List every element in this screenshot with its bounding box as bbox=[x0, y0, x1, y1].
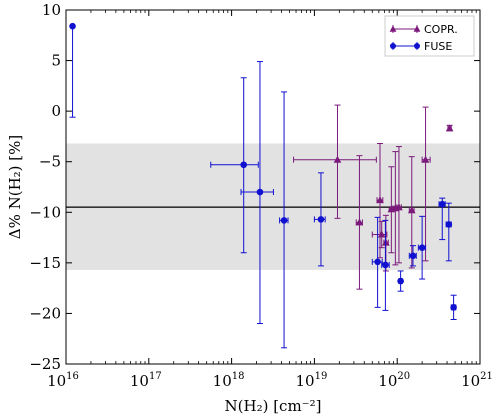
legend-marker bbox=[413, 25, 421, 32]
x-tick-label: 1018 bbox=[213, 371, 245, 390]
legend-box bbox=[384, 15, 475, 57]
data-point-circle bbox=[280, 217, 288, 224]
legend-triangle-icon bbox=[389, 25, 421, 33]
x-tick-label-exponent: 19 bbox=[315, 371, 328, 382]
data-point-triangle bbox=[421, 155, 430, 163]
y-tick-label: −5 bbox=[39, 153, 61, 171]
x-tick-label: 1016 bbox=[47, 371, 79, 390]
data-point-circle bbox=[256, 188, 264, 196]
legend-marker bbox=[414, 43, 420, 49]
y-tick-label: −15 bbox=[29, 254, 61, 272]
data-point-triangle bbox=[407, 206, 416, 214]
legend-marker bbox=[390, 43, 396, 49]
data-point-circle bbox=[240, 161, 247, 169]
x-tick-label-base: 10 bbox=[378, 372, 397, 390]
x-tick-label-base: 10 bbox=[295, 372, 314, 390]
data-point-triangle bbox=[376, 196, 384, 204]
series-fuse bbox=[69, 22, 457, 349]
data-point-triangle bbox=[395, 203, 403, 211]
data-layer bbox=[69, 22, 457, 349]
y-tick-label: 0 bbox=[51, 102, 61, 120]
y-tick-label: −10 bbox=[29, 203, 61, 221]
plot-frame bbox=[65, 9, 481, 365]
data-point-circle bbox=[317, 216, 325, 223]
data-point-circle bbox=[382, 261, 389, 269]
x-tick-label-exponent: 20 bbox=[397, 371, 410, 382]
x-tick-label: 1017 bbox=[130, 371, 162, 390]
data-point-circle bbox=[450, 304, 457, 311]
data-point-circle bbox=[438, 200, 446, 208]
x-tick-label-exponent: 18 bbox=[232, 371, 245, 382]
x-tick-label-exponent: 17 bbox=[149, 371, 162, 382]
x-tick-label-base: 10 bbox=[213, 372, 232, 390]
x-tick-label: 1019 bbox=[295, 371, 327, 390]
x-tick-label: 1021 bbox=[461, 371, 493, 390]
legend-marker bbox=[389, 25, 397, 32]
data-point-triangle bbox=[355, 218, 364, 226]
y-tick-label: 10 bbox=[42, 1, 61, 19]
tick-label-layer: 1016 1017 1018 1019 1020 10211050−5−10−15−20−… bbox=[29, 1, 493, 390]
x-tick-label: 1020 bbox=[378, 371, 410, 390]
y-tick-label: 5 bbox=[51, 52, 61, 70]
x-tick-label-base: 10 bbox=[130, 372, 149, 390]
tick-layer bbox=[65, 9, 481, 365]
legend-item-copr: COPR. bbox=[389, 23, 458, 36]
x-axis-label: N(H₂) [cm⁻²] bbox=[225, 397, 322, 415]
data-point-triangle bbox=[445, 124, 454, 132]
x-tick-label-exponent: 16 bbox=[66, 371, 79, 382]
data-point-circle bbox=[409, 252, 417, 260]
legend: COPR. FUSE bbox=[384, 15, 475, 57]
series-copr bbox=[293, 104, 454, 290]
legend-label-fuse: FUSE bbox=[424, 40, 452, 53]
data-point-circle bbox=[418, 244, 426, 251]
y-axis-label: Δ% N(H₂) [%] bbox=[6, 135, 24, 240]
x-tick-label-exponent: 21 bbox=[480, 371, 493, 382]
data-point-triangle bbox=[333, 155, 342, 163]
legend-circle-icon bbox=[390, 42, 420, 50]
legend-item-fuse: FUSE bbox=[390, 40, 452, 53]
y-tick-label: −25 bbox=[29, 355, 61, 373]
data-point-circle bbox=[397, 277, 404, 285]
y-tick-label: −20 bbox=[29, 304, 61, 322]
data-point-circle bbox=[69, 22, 76, 30]
legend-label-copr: COPR. bbox=[424, 23, 458, 36]
data-point-triangle bbox=[377, 230, 386, 238]
x-tick-label-base: 10 bbox=[47, 372, 66, 390]
data-point-circle bbox=[374, 258, 381, 266]
x-tick-label-base: 10 bbox=[461, 372, 480, 390]
data-point-circle bbox=[445, 221, 453, 228]
